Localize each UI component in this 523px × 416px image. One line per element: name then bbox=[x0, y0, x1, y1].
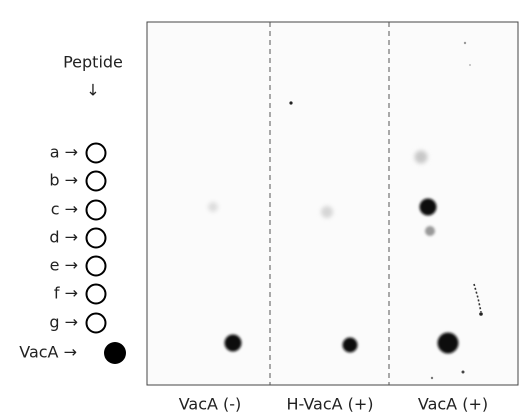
speck bbox=[289, 101, 292, 104]
peptide-dot bbox=[87, 144, 106, 163]
row-label: e → bbox=[50, 256, 78, 275]
blot-panel bbox=[147, 22, 518, 385]
row-label: c → bbox=[51, 200, 78, 219]
column-label: VacA (+) bbox=[418, 395, 488, 414]
row-label: g → bbox=[49, 313, 78, 332]
row-labels: a → b → c → d → e → f → g → VacA → bbox=[19, 143, 126, 365]
peptide-dot bbox=[87, 172, 106, 191]
row-label: f → bbox=[54, 284, 78, 303]
column-label: VacA (-) bbox=[179, 395, 242, 414]
speck bbox=[431, 377, 433, 379]
peptide-dot bbox=[87, 285, 106, 304]
row-label: VacA → bbox=[19, 343, 77, 362]
spot bbox=[438, 333, 459, 354]
peptide-dot bbox=[87, 314, 106, 333]
row-label: a → bbox=[50, 143, 78, 162]
faint-spot bbox=[321, 206, 333, 218]
peptide-label: Peptide bbox=[63, 53, 123, 72]
peptide-dot-filled bbox=[104, 342, 126, 364]
column-labels: VacA (-) H-VacA (+) VacA (+) bbox=[179, 395, 488, 414]
faint-spot bbox=[208, 202, 218, 212]
faint-spot bbox=[415, 151, 428, 164]
peptide-dot bbox=[87, 257, 106, 276]
spot bbox=[225, 335, 242, 352]
speck bbox=[464, 42, 466, 44]
peptide-dot bbox=[87, 229, 106, 248]
peptide-arrow: ↓ bbox=[86, 81, 99, 100]
speck bbox=[479, 312, 483, 316]
peptide-dot bbox=[87, 201, 106, 220]
column-label: H-VacA (+) bbox=[286, 395, 373, 414]
faint-spot bbox=[425, 226, 435, 236]
row-label: b → bbox=[49, 171, 78, 190]
speck bbox=[469, 64, 471, 66]
speck bbox=[462, 371, 465, 374]
figure: Peptide ↓ a → b → c → d → e → f → g → VacA → Va… bbox=[0, 0, 523, 416]
spot bbox=[420, 199, 437, 216]
spot bbox=[343, 338, 358, 353]
row-label: d → bbox=[49, 228, 78, 247]
